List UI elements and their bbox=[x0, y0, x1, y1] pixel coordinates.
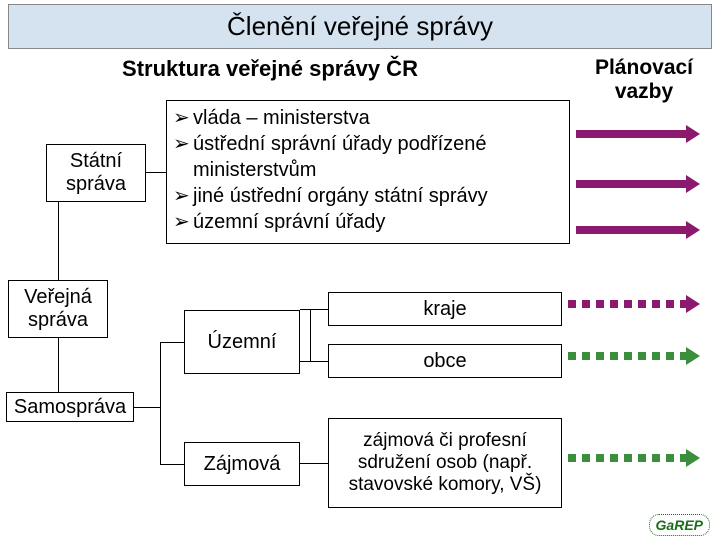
box-zajmova: Zájmová bbox=[184, 442, 300, 486]
box-kraje: kraje bbox=[328, 292, 562, 326]
planning-arrow bbox=[576, 129, 700, 139]
box-label: Státní správa bbox=[51, 150, 141, 196]
bullet-text: ústřední správní úřady podřízené ministe… bbox=[193, 131, 563, 183]
connector-line bbox=[310, 309, 311, 361]
connector-line bbox=[160, 342, 184, 343]
planning-arrow bbox=[568, 351, 700, 361]
connector-line bbox=[160, 342, 161, 464]
box-label: zájmová či profesní sdružení osob (např.… bbox=[333, 430, 557, 496]
bullet-item: ➢územní správní úřady bbox=[173, 209, 563, 235]
arrow-shaft bbox=[568, 454, 686, 462]
box-label: obce bbox=[423, 350, 466, 373]
arrow-shaft bbox=[576, 130, 686, 138]
bullet-item: ➢ústřední správní úřady podřízené minist… bbox=[173, 131, 563, 183]
connector-line bbox=[160, 464, 184, 465]
bullet-text: vláda – ministerstva bbox=[193, 105, 370, 131]
box-label: Samospráva bbox=[14, 396, 126, 419]
bullet-item: ➢jiné ústřední orgány státní správy bbox=[173, 183, 563, 209]
box-label: kraje bbox=[423, 298, 466, 321]
box-obce: obce bbox=[328, 344, 562, 378]
bullet-marker-icon: ➢ bbox=[173, 131, 193, 183]
connector-line bbox=[58, 338, 59, 392]
page-title: Členění veřejné správy bbox=[8, 4, 712, 49]
box-label: Zájmová bbox=[204, 453, 281, 476]
planning-arrow bbox=[576, 179, 700, 189]
box-statni-sprava: Státní správa bbox=[46, 144, 146, 202]
arrow-head-icon bbox=[686, 347, 700, 365]
planovaci-heading: Plánovací vazby bbox=[584, 56, 704, 104]
arrow-shaft bbox=[568, 352, 686, 360]
connector-line bbox=[300, 463, 328, 464]
connector-line bbox=[300, 361, 328, 362]
connector-line bbox=[134, 407, 160, 408]
bullet-text: jiné ústřední orgány státní správy bbox=[193, 183, 488, 209]
arrow-shaft bbox=[576, 226, 686, 234]
box-uzemni: Územní bbox=[184, 310, 300, 374]
bullet-marker-icon: ➢ bbox=[173, 105, 193, 131]
bullet-marker-icon: ➢ bbox=[173, 183, 193, 209]
arrow-head-icon bbox=[686, 449, 700, 467]
planning-arrow bbox=[576, 225, 700, 235]
arrow-head-icon bbox=[686, 125, 700, 143]
bullet-marker-icon: ➢ bbox=[173, 209, 193, 235]
box-samosprava: Samospráva bbox=[6, 392, 134, 422]
arrow-head-icon bbox=[686, 175, 700, 193]
subtitle: Struktura veřejné správy ČR bbox=[90, 56, 450, 82]
arrow-shaft bbox=[576, 180, 686, 188]
box-bullets: ➢vláda – ministerstva➢ústřední správní ú… bbox=[166, 100, 570, 244]
box-verejna-sprava: Veřejná správa bbox=[8, 280, 108, 338]
bullet-text: územní správní úřady bbox=[193, 209, 385, 235]
planning-arrow bbox=[568, 299, 700, 309]
connector-line bbox=[146, 172, 166, 173]
bullet-item: ➢vláda – ministerstva bbox=[173, 105, 563, 131]
logo: GaREP bbox=[649, 514, 710, 536]
arrow-head-icon bbox=[686, 295, 700, 313]
connector-line bbox=[58, 202, 59, 280]
arrow-head-icon bbox=[686, 221, 700, 239]
connector-line bbox=[300, 309, 328, 310]
box-label: Veřejná správa bbox=[13, 286, 103, 332]
box-label: Územní bbox=[208, 331, 277, 354]
planning-arrow bbox=[568, 453, 700, 463]
arrow-shaft bbox=[568, 300, 686, 308]
box-zajmova-detail: zájmová či profesní sdružení osob (např.… bbox=[328, 418, 562, 508]
